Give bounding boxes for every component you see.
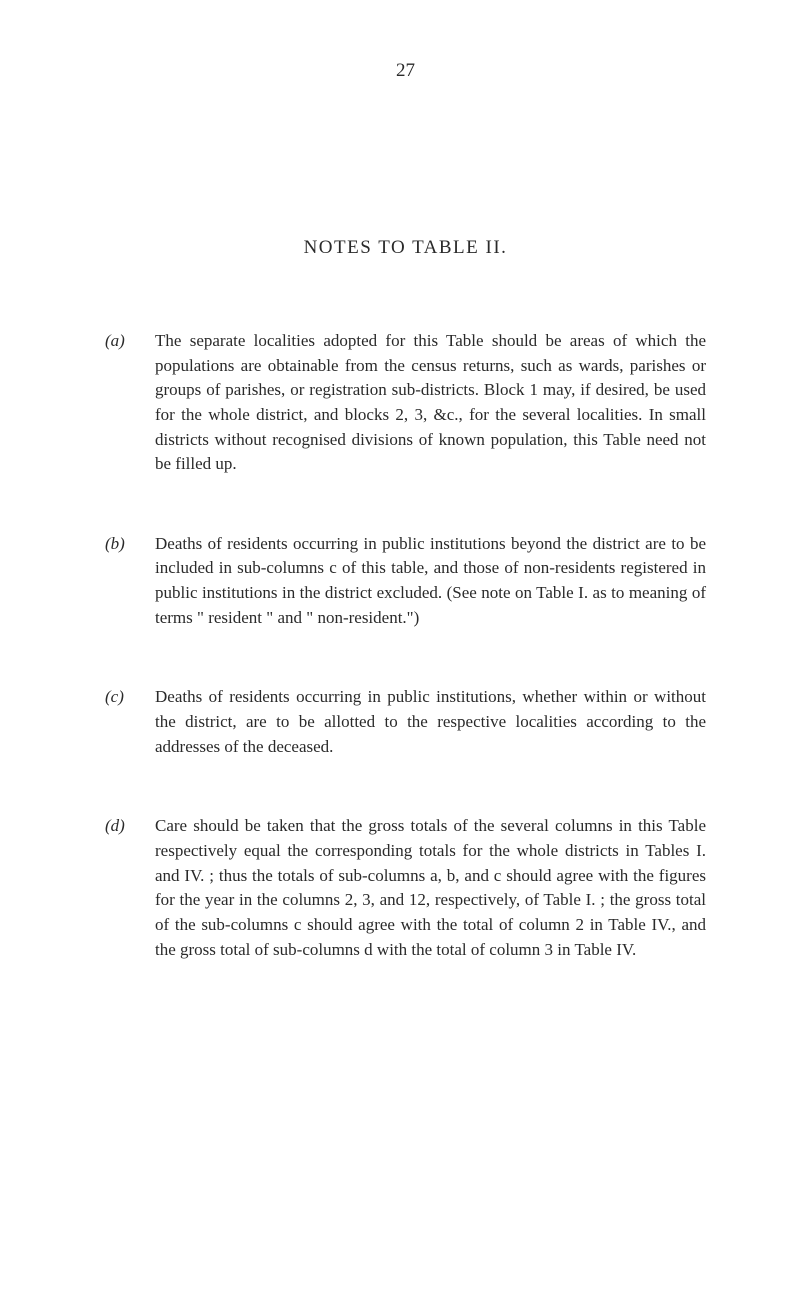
note-item-d: (d) Care should be taken that the gross …	[105, 814, 706, 962]
note-text: Care should be taken that the gross tota…	[155, 814, 706, 962]
note-label: (a)	[105, 329, 155, 477]
note-label: (d)	[105, 814, 155, 962]
note-item-c: (c) Deaths of residents occurring in pub…	[105, 685, 706, 759]
note-item-b: (b) Deaths of residents occurring in pub…	[105, 532, 706, 631]
note-text: The separate localities adopted for this…	[155, 329, 706, 477]
note-item-a: (a) The separate localities adopted for …	[105, 329, 706, 477]
page-number: 27	[105, 60, 706, 82]
note-text: Deaths of residents occurring in public …	[155, 685, 706, 759]
note-label: (c)	[105, 685, 155, 759]
notes-title: NOTES TO TABLE II.	[105, 237, 706, 259]
note-label: (b)	[105, 532, 155, 631]
note-text: Deaths of residents occurring in public …	[155, 532, 706, 631]
